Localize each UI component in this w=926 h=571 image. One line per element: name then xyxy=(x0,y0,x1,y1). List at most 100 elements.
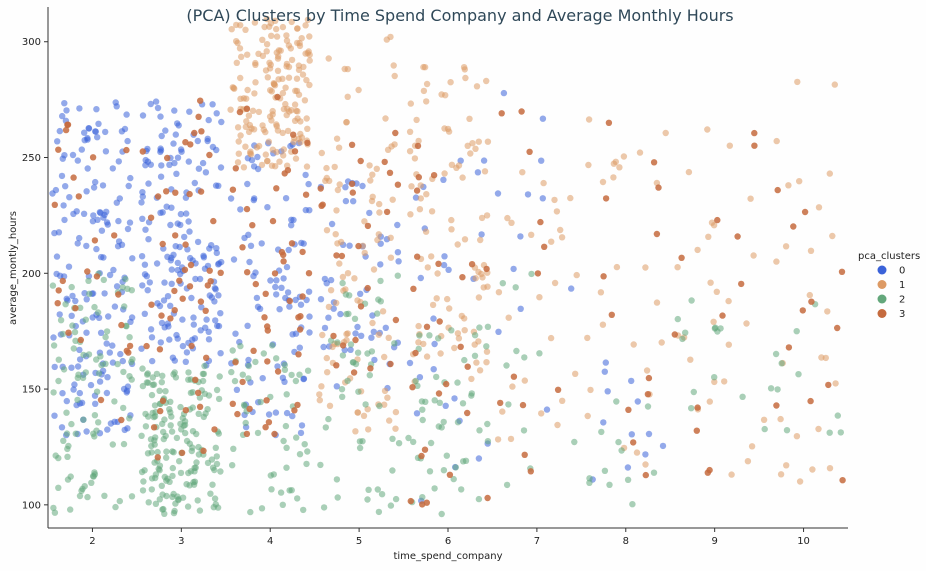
legend-label-2: 2 xyxy=(899,295,905,306)
scatter-point xyxy=(71,328,79,336)
scatter-point xyxy=(121,303,128,310)
scatter-point xyxy=(267,277,274,284)
series-3 xyxy=(51,93,846,508)
scatter-point xyxy=(274,93,281,101)
scatter-point xyxy=(146,279,153,286)
scatter-point xyxy=(462,457,470,464)
scatter-point xyxy=(61,216,68,224)
scatter-point xyxy=(423,98,430,105)
scatter-point xyxy=(94,309,102,316)
scatter-point xyxy=(85,277,92,284)
scatter-point xyxy=(233,386,241,393)
scatter-point xyxy=(297,118,304,125)
scatter-point xyxy=(231,377,239,385)
scatter-point xyxy=(448,226,455,233)
scatter-point xyxy=(260,350,267,357)
scatter-point xyxy=(79,374,87,382)
scatter-point xyxy=(70,386,77,393)
scatter-point xyxy=(299,71,307,78)
scatter-point xyxy=(304,16,312,23)
scatter-point xyxy=(213,453,220,460)
scatter-point xyxy=(624,476,632,483)
scatter-point xyxy=(708,219,716,226)
scatter-point xyxy=(59,390,66,397)
scatter-point xyxy=(324,369,331,376)
scatter-point xyxy=(239,244,246,251)
scatter-point xyxy=(196,403,204,410)
scatter-point xyxy=(112,99,119,106)
scatter-point xyxy=(300,506,307,514)
scatter-point xyxy=(119,284,126,291)
scatter-point xyxy=(123,323,130,330)
scatter-point xyxy=(608,311,615,318)
scatter-point xyxy=(283,263,291,271)
scatter-point xyxy=(782,243,790,250)
scatter-point xyxy=(59,277,66,285)
scatter-point xyxy=(282,100,289,108)
scatter-point xyxy=(540,179,547,187)
scatter-point xyxy=(102,128,109,136)
scatter-point xyxy=(121,426,128,434)
scatter-point xyxy=(162,388,169,395)
scatter-point xyxy=(339,279,346,287)
scatter-point xyxy=(191,464,198,471)
scatter-point xyxy=(128,493,136,500)
scatter-point xyxy=(101,492,108,499)
scatter-point xyxy=(247,151,255,158)
scatter-point xyxy=(156,346,164,353)
scatter-point xyxy=(373,165,380,172)
scatter-point xyxy=(384,394,391,401)
scatter-point xyxy=(128,376,135,383)
scatter-point xyxy=(206,292,213,299)
scatter-point xyxy=(304,125,311,132)
scatter-point xyxy=(92,178,99,186)
scatter-point xyxy=(262,290,269,297)
scatter-point xyxy=(163,448,170,455)
scatter-point xyxy=(283,464,290,471)
scatter-point xyxy=(283,409,291,417)
scatter-point xyxy=(387,360,394,368)
scatter-point xyxy=(123,387,131,394)
scatter-point xyxy=(367,177,374,184)
scatter-point xyxy=(834,412,841,419)
scatter-point xyxy=(316,397,323,404)
scatter-point xyxy=(304,367,312,374)
scatter-point xyxy=(84,165,91,172)
scatter-point xyxy=(344,93,351,101)
scatter-point xyxy=(342,197,350,205)
scatter-point xyxy=(317,296,325,303)
scatter-point xyxy=(74,157,82,164)
scatter-point xyxy=(760,416,768,423)
scatter-point xyxy=(267,472,274,479)
scatter-point xyxy=(297,130,304,138)
scatter-point xyxy=(305,180,312,188)
scatter-point xyxy=(109,342,116,349)
scatter-point xyxy=(262,151,269,158)
scatter-point xyxy=(783,427,791,434)
scatter-point xyxy=(213,386,221,394)
scatter-point xyxy=(682,329,689,336)
scatter-point xyxy=(483,343,490,350)
scatter-point xyxy=(378,491,386,498)
scatter-point xyxy=(213,245,220,252)
scatter-point xyxy=(321,275,329,283)
scatter-point xyxy=(551,279,559,287)
scatter-point xyxy=(264,74,271,81)
scatter-point xyxy=(793,328,800,335)
legend-items: 0 1 2 3 xyxy=(877,265,905,320)
scatter-point xyxy=(472,275,479,282)
scatter-point xyxy=(206,267,213,274)
scatter-point xyxy=(70,174,77,181)
scatter-point xyxy=(234,410,241,418)
scatter-point xyxy=(157,113,164,120)
scatter-point xyxy=(55,454,62,462)
scatter-point xyxy=(472,145,479,152)
scatter-point xyxy=(795,371,802,378)
scatter-point xyxy=(267,61,274,68)
scatter-point xyxy=(160,435,167,443)
scatter-point xyxy=(119,357,127,365)
scatter-point xyxy=(194,497,201,504)
scatter-point xyxy=(794,78,801,86)
scatter-point xyxy=(161,473,168,481)
scatter-point xyxy=(272,409,280,416)
